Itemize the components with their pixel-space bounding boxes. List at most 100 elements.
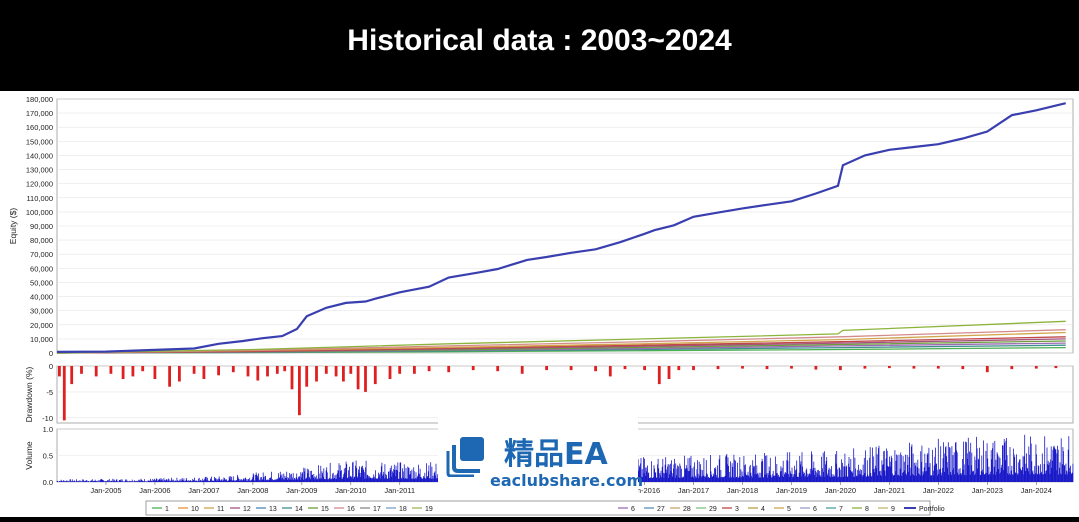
legend-label: 9 (891, 506, 895, 513)
watermark-url: eaclubshare.com (490, 471, 644, 490)
drawdown-bar (315, 366, 318, 382)
legend-label: 12 (243, 506, 251, 513)
volume-y-tick-label: 0.0 (43, 478, 53, 487)
drawdown-bar (839, 366, 842, 371)
watermark-logo-icon (446, 437, 484, 477)
drawdown-bar (413, 366, 416, 374)
legend-label: 8 (865, 506, 869, 513)
drawdown-bar (373, 366, 377, 385)
drawdown-bar (594, 366, 597, 372)
drawdown-y-tick-label: 0 (49, 362, 53, 371)
drawdown-bar (496, 366, 500, 372)
x-tick-label: Jan-2017 (678, 486, 709, 495)
drawdown-bar (398, 366, 402, 374)
x-tick-label: Jan-2022 (923, 486, 954, 495)
legend-label: 3 (735, 506, 739, 513)
drawdown-bar (192, 366, 196, 374)
drawdown-bar (153, 366, 157, 379)
drawdown-bar (364, 366, 367, 392)
equity-y-tick-label: 140,000 (26, 151, 53, 160)
equity-y-tick-label: 120,000 (26, 180, 53, 189)
legend-label: 27 (657, 506, 665, 513)
drawdown-bar (936, 366, 940, 369)
drawdown-y-axis-label: Drawdown (%) (24, 366, 34, 422)
drawdown-bar (888, 366, 891, 369)
chart-legend: 1 10 11 12 13 14 15 16 17 18 19 6 27 28 29 3 4 5 6 7 8 9 Portf… (145, 500, 945, 516)
drawdown-bar (334, 366, 338, 377)
equity-series-8 (56, 320, 1066, 354)
drawdown-chart: 0 -5 -10 Drawdown (%) (24, 362, 1074, 424)
x-tick-label: Jan-2020 (825, 486, 856, 495)
drawdown-bar (290, 366, 294, 390)
x-tick-label: Jan-2019 (776, 486, 807, 495)
drawdown-bar (94, 366, 98, 377)
drawdown-bar (231, 366, 235, 373)
drawdown-bar (643, 366, 646, 371)
legend-label: 19 (425, 506, 433, 513)
drawdown-bar (298, 366, 301, 416)
x-tick-label: Jan-2010 (335, 486, 366, 495)
equity-y-tick-label: 70,000 (30, 250, 53, 259)
drawdown-bar (863, 366, 867, 369)
equity-y-tick-label: 0 (49, 349, 53, 358)
equity-y-tick-label: 130,000 (26, 166, 53, 175)
legend-label: 15 (321, 506, 329, 513)
drawdown-bar (256, 366, 260, 381)
equity-y-tick-label: 60,000 (30, 264, 53, 273)
equity-y-tick-label: 20,000 (30, 321, 53, 330)
drawdown-bar (70, 366, 74, 385)
legend-label: 10 (191, 506, 199, 513)
drawdown-bar (471, 366, 475, 371)
volume-y-tick-label: 1.0 (43, 425, 53, 434)
drawdown-y-tick-label: -10 (42, 414, 53, 423)
equity-y-tick-label: 110,000 (26, 194, 53, 203)
drawdown-bar (667, 366, 671, 379)
legend-label: 14 (295, 506, 303, 513)
volume-y-axis-label: Volume (24, 441, 34, 470)
x-tick-label: Jan-2016 (629, 486, 660, 495)
drawdown-bar (58, 366, 61, 377)
drawdown-bar (677, 366, 681, 371)
drawdown-bar (141, 366, 145, 372)
drawdown-bar (790, 366, 793, 369)
drawdown-bar (266, 366, 269, 377)
equity-y-tick-label: 10,000 (30, 335, 53, 344)
volume-y-tick-label: 0.5 (43, 452, 53, 461)
drawdown-bar (657, 366, 661, 385)
drawdown-bar (388, 366, 392, 379)
drawdown-bar (131, 366, 135, 377)
x-tick-label: Jan-2011 (384, 486, 415, 495)
drawdown-bar (447, 366, 451, 373)
drawdown-bar (342, 366, 345, 382)
drawdown-bar (623, 366, 627, 370)
drawdown-bar (765, 366, 769, 370)
equity-y-tick-label: 80,000 (30, 236, 53, 245)
legend-label: 6 (631, 506, 635, 513)
drawdown-bar (1010, 366, 1014, 370)
drawdown-bar (217, 366, 220, 376)
header-banner: Historical data : 2003~2024 (0, 0, 1079, 91)
drawdown-bar (62, 366, 66, 421)
x-tick-label: Jan-2024 (1021, 486, 1052, 495)
equity-y-tick-label: 150,000 (26, 137, 53, 146)
drawdown-bar (716, 366, 720, 370)
equity-y-tick-label: 40,000 (30, 293, 53, 302)
drawdown-bar (912, 366, 916, 369)
x-tick-label: Jan-2008 (237, 486, 268, 495)
legend-label: Portfolio (919, 506, 945, 513)
legend-label: 16 (347, 506, 355, 513)
legend-box (145, 500, 931, 516)
equity-chart: 0 10,000 20,000 30,000 40,000 50,000 60,000 70,… (8, 95, 1074, 358)
legend-label: 13 (269, 506, 277, 513)
equity-y-tick-label: 50,000 (30, 278, 53, 287)
drawdown-bar (741, 366, 744, 369)
drawdown-bar (545, 366, 548, 371)
drawdown-bar (283, 366, 287, 372)
drawdown-bar (569, 366, 573, 371)
x-tick-label: Jan-2018 (727, 486, 758, 495)
drawdown-bar (202, 366, 206, 379)
drawdown-bar (608, 366, 612, 377)
legend-label: 17 (373, 506, 381, 513)
equity-y-tick-label: 160,000 (26, 123, 53, 132)
drawdown-bar (109, 366, 113, 374)
